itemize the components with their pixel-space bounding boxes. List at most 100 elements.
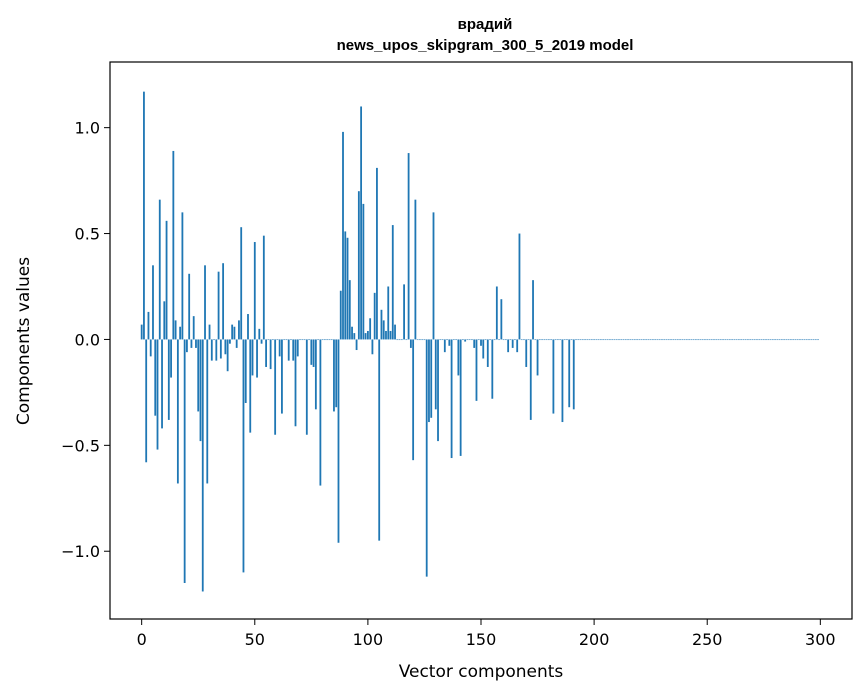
bar-93 (351, 326, 353, 340)
bar-223 (645, 339, 648, 341)
bar-21 (188, 273, 191, 340)
bar-23 (192, 316, 195, 340)
bar-260 (728, 339, 731, 341)
y-axis-label: Components values (14, 257, 34, 425)
bar-292 (801, 339, 804, 341)
bar-48 (249, 339, 252, 433)
bar-97 (360, 106, 363, 340)
bar-194 (579, 339, 582, 341)
y-tick-label: −1.0 (61, 542, 100, 561)
bar-1 (143, 91, 145, 340)
y-tick-label: 0.5 (75, 225, 100, 244)
bar-297 (812, 339, 815, 341)
bar-0 (140, 324, 143, 340)
bar-41 (233, 326, 236, 340)
bar-50 (253, 242, 256, 340)
bar-127 (428, 339, 430, 423)
bar-12 (167, 339, 170, 420)
bar-110 (389, 330, 392, 340)
bar-116 (403, 284, 405, 340)
bar-271 (753, 339, 756, 341)
bar-81 (324, 339, 326, 341)
bar-212 (620, 339, 623, 341)
bar-100 (366, 330, 369, 340)
bar-52 (258, 328, 261, 340)
bar-231 (663, 339, 666, 341)
bar-61 (278, 339, 281, 357)
bar-141 (459, 339, 462, 456)
bar-128 (430, 339, 433, 418)
bar-233 (667, 339, 670, 341)
bar-224 (647, 339, 650, 341)
bar-28 (204, 265, 206, 340)
bar-72 (303, 339, 306, 341)
bar-136 (448, 339, 451, 346)
bar-66 (290, 339, 292, 341)
bar-173 (532, 280, 534, 340)
bar-33 (215, 339, 218, 361)
bar-266 (742, 339, 745, 341)
bar-24 (195, 339, 197, 348)
bar-130 (434, 339, 437, 410)
bar-295 (808, 339, 810, 341)
bar-114 (398, 339, 401, 341)
bar-148 (475, 339, 478, 401)
bar-57 (269, 339, 272, 370)
bar-157 (495, 286, 498, 340)
bar-284 (783, 339, 786, 341)
bar-195 (581, 339, 584, 341)
bar-106 (380, 309, 383, 340)
bar-138 (452, 339, 455, 341)
bar-243 (690, 339, 693, 341)
bar-252 (710, 339, 713, 341)
bar-263 (735, 339, 738, 341)
y-tick-label: 1.0 (75, 119, 100, 138)
bar-279 (771, 339, 774, 341)
bar-135 (446, 339, 448, 341)
bar-8 (158, 199, 161, 340)
bar-58 (271, 339, 274, 341)
bar-232 (665, 339, 668, 341)
bar-59 (274, 339, 277, 435)
bar-139 (455, 339, 458, 341)
bar-272 (756, 339, 758, 341)
bar-39 (228, 339, 231, 344)
bar-95 (355, 339, 358, 351)
bar-286 (787, 339, 790, 341)
bar-144 (466, 339, 469, 341)
bar-207 (609, 339, 611, 341)
bar-163 (509, 339, 512, 341)
bar-289 (794, 339, 797, 341)
bar-216 (629, 339, 632, 341)
bar-151 (482, 339, 485, 359)
bar-258 (724, 339, 727, 341)
bar-253 (713, 339, 715, 341)
bar-273 (758, 339, 761, 341)
bar-76 (312, 339, 315, 367)
chart-title-line1: врадий (458, 16, 513, 33)
bar-26 (199, 339, 202, 442)
bar-293 (803, 339, 806, 341)
bar-291 (799, 339, 801, 341)
bar-220 (638, 339, 641, 341)
bar-219 (636, 339, 638, 341)
bar-55 (265, 339, 267, 367)
bar-117 (405, 339, 408, 341)
bar-196 (584, 339, 586, 341)
bar-214 (624, 339, 627, 341)
x-tick-label: 100 (353, 630, 384, 649)
bar-56 (267, 339, 270, 341)
bar-210 (615, 339, 618, 341)
bar-11 (165, 220, 168, 340)
bar-257 (722, 339, 724, 341)
bar-83 (328, 339, 331, 341)
bar-67 (292, 339, 295, 361)
bar-121 (414, 199, 417, 340)
bar-229 (658, 339, 661, 341)
x-tick-label: 300 (805, 630, 836, 649)
bar-254 (715, 339, 718, 341)
bar-176 (538, 339, 541, 341)
bar-87 (337, 339, 340, 543)
bar-86 (335, 339, 338, 408)
bar-53 (260, 339, 263, 344)
